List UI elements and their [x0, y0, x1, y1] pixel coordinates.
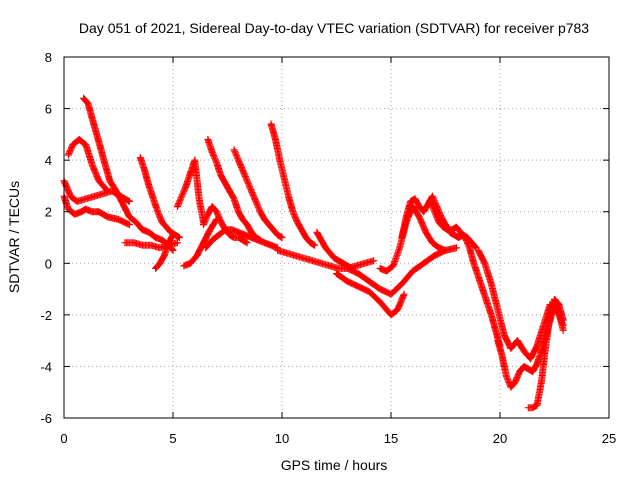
data-point-markers: [230, 146, 286, 241]
tick-labels: 0 5 10 15 20 25 -6 -4 -2 0 2 4 6 8: [40, 50, 616, 446]
x-tick-label: 25: [602, 431, 616, 446]
series-track-12: [202, 226, 282, 252]
series-track-7: [152, 231, 177, 272]
y-tick-label: 2: [45, 205, 52, 220]
y-tick-label: 6: [45, 102, 52, 117]
x-tick-label: 10: [275, 431, 289, 446]
plot-frame: [63, 56, 610, 419]
y-axis-label: SDTVAR / TECUs: [6, 181, 22, 293]
data-point-markers: [524, 295, 567, 412]
chart-title: Day 051 of 2021, Sidereal Day-to-day VTE…: [79, 20, 589, 36]
data-point-markers: [461, 234, 504, 350]
y-tick-label: 4: [45, 153, 52, 168]
y-tick-label: 8: [45, 50, 52, 65]
series-track-17: [333, 270, 408, 319]
series-track-25: [524, 295, 567, 412]
data-point-markers: [202, 226, 282, 252]
series-track-11: [204, 136, 264, 244]
series-track-2: [64, 136, 112, 195]
data-point-markers: [173, 156, 207, 226]
y-tick-label: -4: [40, 359, 52, 374]
series-track-8: [173, 156, 207, 226]
y-tick-label: 0: [45, 256, 52, 271]
series-track-9: [180, 215, 221, 270]
y-tick-label: -2: [40, 308, 52, 323]
data-points: [60, 94, 567, 412]
data-point-markers: [426, 197, 469, 241]
x-tick-label: 0: [60, 431, 67, 446]
x-tick-label: 15: [384, 431, 398, 446]
y-tick-label: -6: [40, 411, 52, 426]
data-point-markers: [152, 231, 177, 272]
data-point-markers: [274, 246, 378, 272]
series-track-13: [230, 146, 286, 241]
series-track-21: [426, 197, 469, 241]
series-track-22: [461, 234, 504, 350]
x-axis-label: GPS time / hours: [281, 457, 388, 473]
data-point-markers: [333, 270, 408, 319]
series-track-15: [274, 246, 378, 272]
data-point-markers: [204, 136, 264, 244]
x-tick-label: 5: [169, 431, 176, 446]
x-tick-label: 20: [493, 431, 507, 446]
grid: [64, 57, 609, 418]
data-point-markers: [64, 136, 112, 195]
series-track-14: [267, 120, 319, 249]
axis-ticks: [63, 56, 610, 419]
data-point-markers: [180, 215, 221, 270]
data-point-markers: [267, 120, 319, 249]
